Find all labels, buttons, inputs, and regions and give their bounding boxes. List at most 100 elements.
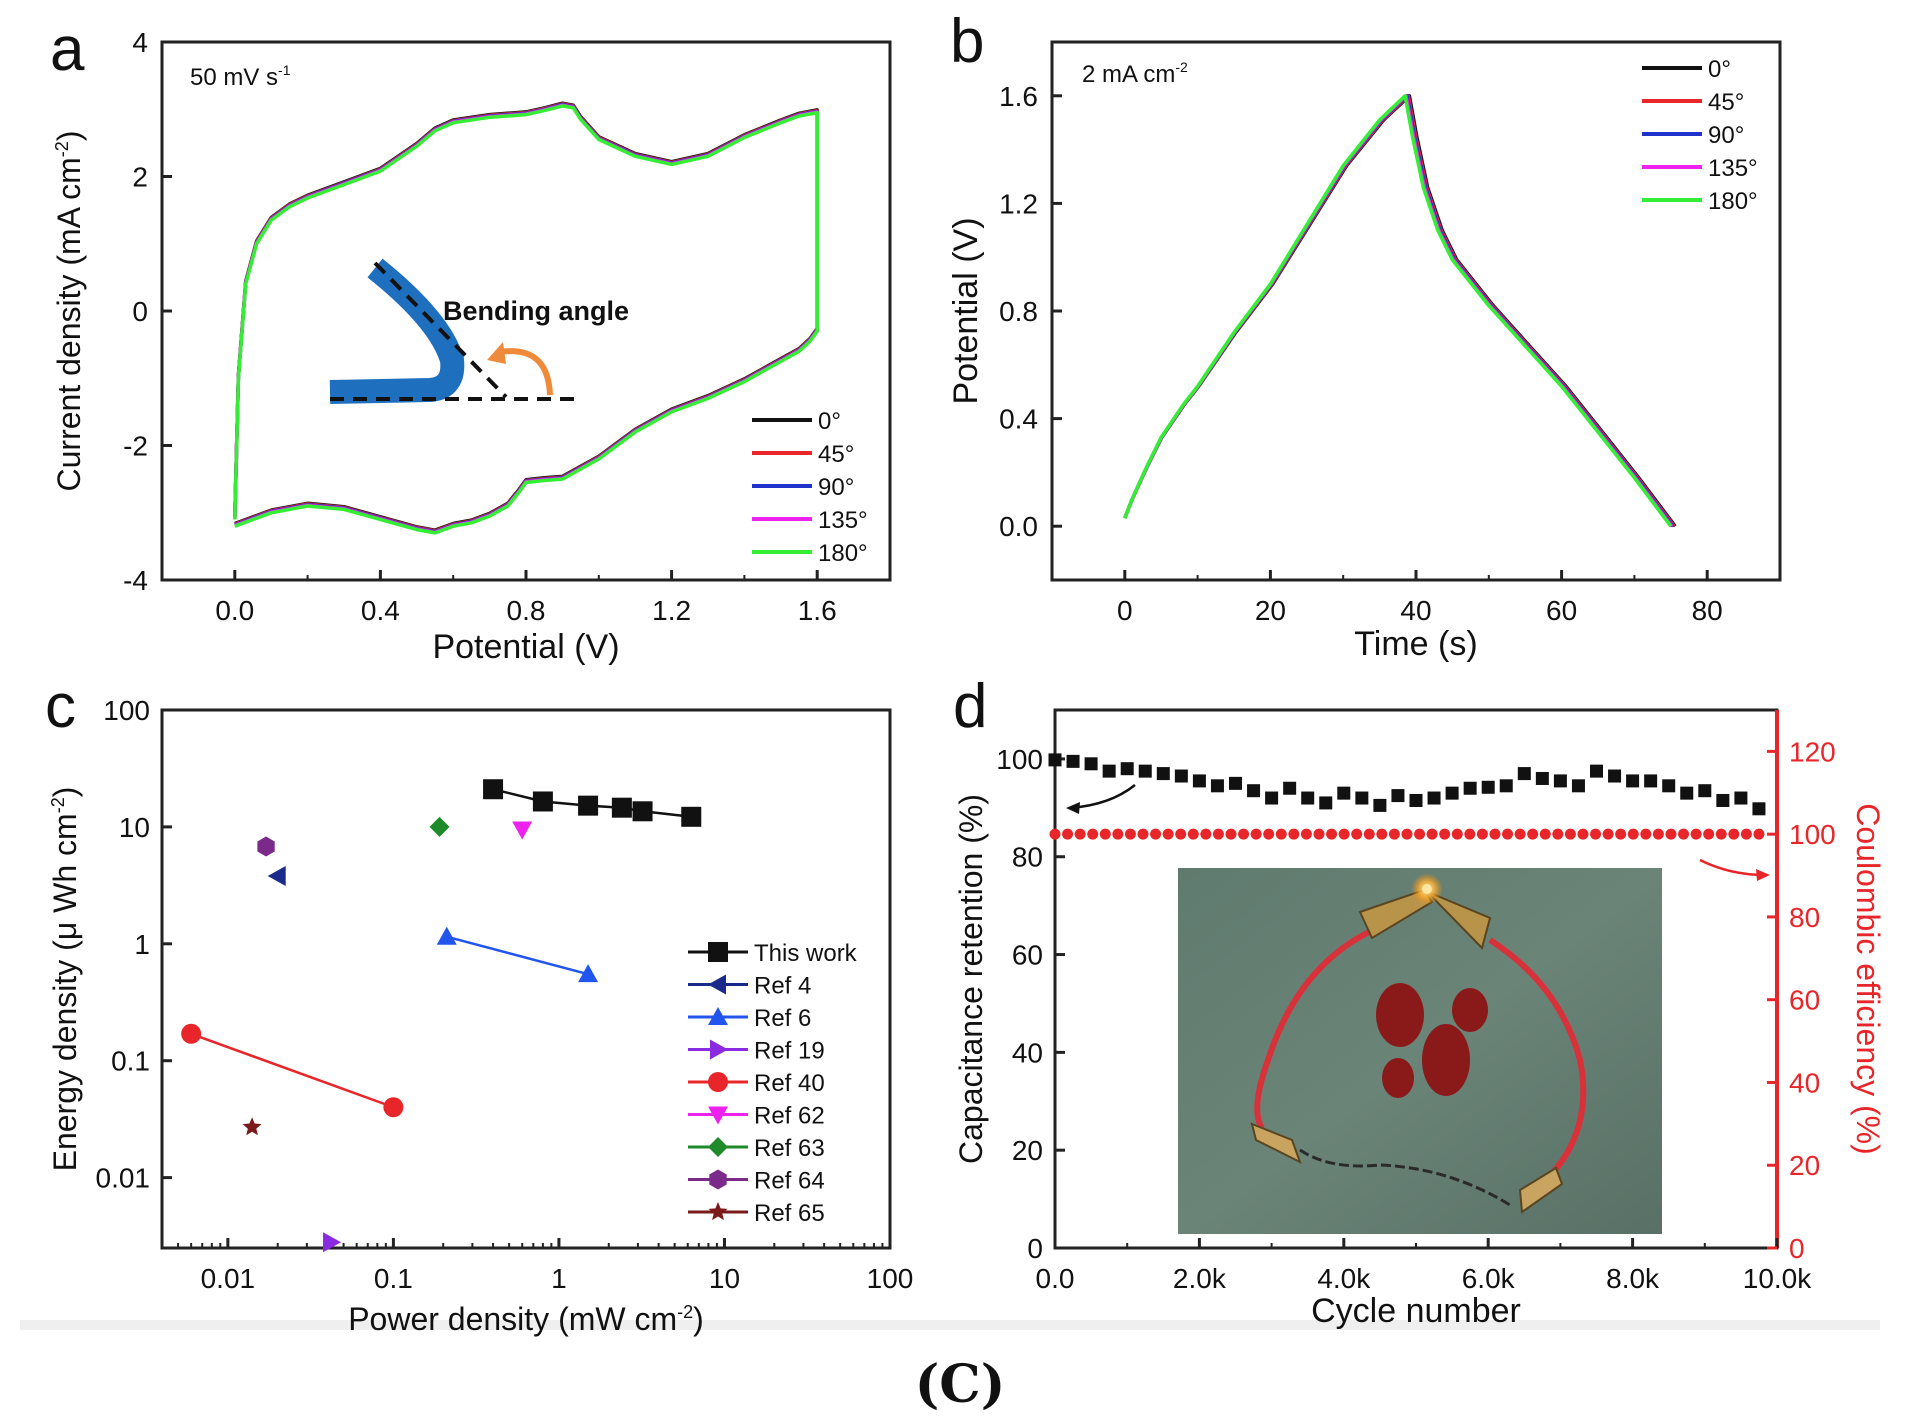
d-efficiency-point-22 [1326,828,1338,840]
d-efficiency-point-45 [1615,828,1627,840]
d-retention-point-13 [1283,781,1297,795]
d-retention-point-15 [1319,796,1333,810]
a-xtick-label: 1.6 [798,595,837,626]
c-legend-label-5: Ref 62 [754,1103,825,1130]
d-efficiency-point-36 [1502,828,1514,840]
c-ytick-label: 0.01 [96,1163,151,1194]
d-efficiency-point-17 [1263,828,1275,840]
d-retention-point-35 [1680,786,1694,800]
device-photo-inset [1178,868,1662,1234]
d-retention-point-1 [1066,754,1080,768]
b-ytick-label: 1.6 [999,81,1038,112]
panel-c-xlabel-text: Power density (mW cm [348,1301,677,1337]
d-ytick-label: 20 [1012,1135,1043,1166]
c-ytick-label: 10 [119,812,150,843]
clip-bottom-left-icon [1250,1122,1302,1165]
d-retention-point-17 [1355,791,1369,805]
led-icon [1422,884,1432,894]
panel-b-annotation-text: 2 mA cm [1082,61,1175,88]
c-series-line-2 [446,935,589,976]
d-retention-point-20 [1409,793,1423,807]
d-efficiency-point-11 [1187,828,1199,840]
panel-c-xlabel-end: ) [693,1301,704,1337]
b-xtick-label: 40 [1400,595,1431,626]
d-retention-point-11 [1247,784,1261,798]
d-efficiency-point-46 [1627,828,1639,840]
a-legend-label-2: 90° [818,474,854,501]
b-legend-label-1: 45° [1708,89,1744,116]
panel-a-legend: 0° 45° 90° 135° 180° [752,408,868,567]
c-ytick-label: 1 [134,929,150,960]
c-xtick-label: 0.1 [374,1263,413,1294]
c-ytick-label: 100 [103,695,150,726]
c-xtick-label: 1 [551,1263,567,1294]
d-retention-point-34 [1662,779,1676,793]
d-retention-point-29 [1571,779,1585,793]
b-ytick-label: 0.8 [999,296,1038,327]
d-efficiency-point-4 [1099,828,1111,840]
red-wire-right [1488,937,1587,1181]
b-series-line-0 [1123,94,1677,528]
d-efficiency-point-38 [1527,828,1539,840]
c-legend-label-3: Ref 19 [754,1038,825,1065]
d-ytick-right-label: 20 [1789,1150,1820,1181]
panel-d-ylabel-right: Coulombic efficiency (%) [1850,803,1886,1155]
d-efficiency-point-41 [1564,828,1576,840]
c-legend-label-1: Ref 4 [754,973,811,1000]
d-efficiency-point-52 [1703,828,1715,840]
c-point-0-5 [681,806,702,827]
c-legend-marker-2 [708,1007,728,1025]
d-ytick-right-label: 100 [1789,819,1836,850]
d-ytick-right-label: 40 [1789,1067,1820,1098]
c-point-0-1 [532,791,553,812]
d-efficiency-point-18 [1275,828,1287,840]
b-xtick-label: 20 [1255,595,1286,626]
b-series-line-2 [1123,94,1675,528]
caption-band [20,1320,1880,1330]
c-legend-marker-6 [708,1137,728,1157]
a-xtick-label: 1.2 [652,595,691,626]
d-xtick-label: 0.0 [1036,1263,1075,1294]
d-ytick-right-label: 0 [1789,1233,1805,1264]
b-legend-label-4: 180° [1708,188,1758,215]
a-ytick-label: -2 [123,431,148,462]
red-wire-left [1254,923,1384,1130]
panel-a-ylabel-text: Current density (mA cm [51,157,87,491]
logo-blob-4 [1382,1058,1414,1098]
d-retention-point-39 [1752,802,1766,816]
d-retention-point-4 [1120,762,1134,776]
d-ytick-right-label: 60 [1789,985,1820,1016]
panel-b-ylabel: Potential (V) [947,217,985,404]
d-retention-point-9 [1210,779,1224,793]
d-retention-point-24 [1481,780,1495,794]
d-retention-point-21 [1427,791,1441,805]
c-legend-label-8: Ref 65 [754,1200,825,1227]
d-retention-point-36 [1698,784,1712,798]
c-point-8-0 [242,1117,262,1136]
panel-b-xlabel: Time (s) [1354,625,1477,663]
d-retention-point-16 [1337,786,1351,800]
bending-angle-inset: Bending angle [329,258,629,404]
d-efficiency-point-1 [1062,828,1074,840]
d-efficiency-point-37 [1514,828,1526,840]
c-legend-label-0: This work [754,940,858,967]
c-xtick-label: 0.01 [201,1263,256,1294]
d-efficiency-point-48 [1652,828,1664,840]
d-efficiency-point-19 [1288,828,1300,840]
c-point-1-0 [267,866,286,887]
d-ytick-label: 60 [1012,940,1043,971]
d-efficiency-point-49 [1665,828,1677,840]
b-xtick-label: 0 [1117,595,1133,626]
efficiency-arrow [1699,858,1766,877]
d-ytick-label: 0 [1027,1233,1043,1264]
a-ytick-label: 0 [132,296,148,327]
c-legend-marker-4 [708,1072,728,1092]
panel-a-ylabel-sup: -2 [52,141,72,157]
d-retention-point-26 [1517,767,1531,781]
c-point-4-1 [383,1097,404,1118]
d-efficiency-point-26 [1376,828,1388,840]
b-ytick-label: 0.4 [999,404,1038,435]
d-efficiency-point-5 [1112,828,1124,840]
panel-label-d: d [953,672,987,741]
